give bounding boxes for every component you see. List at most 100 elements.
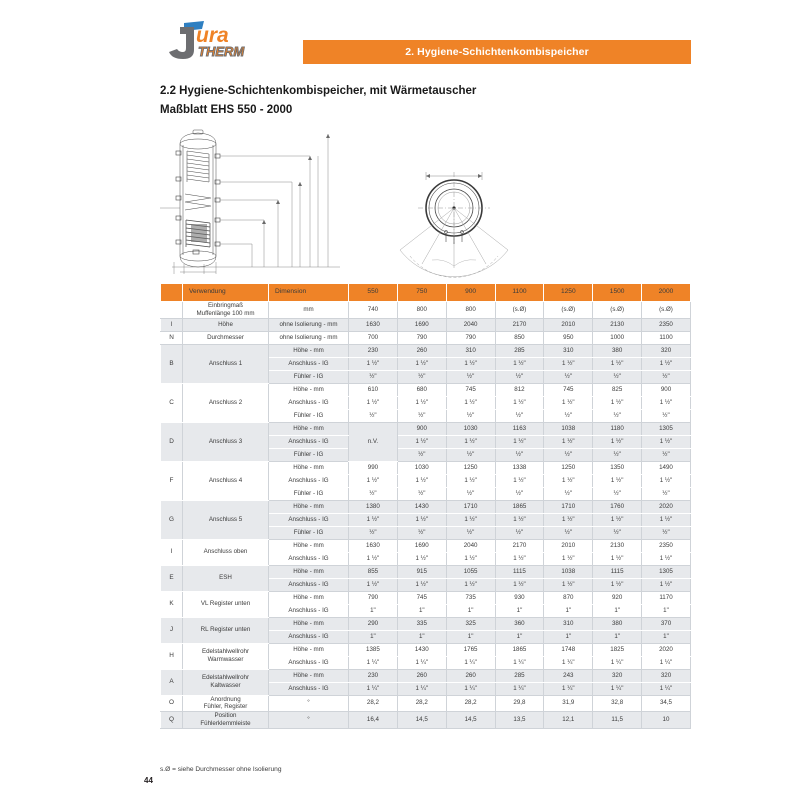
row-dimension-label: ohne Isolierung - mm — [268, 330, 349, 345]
row-value: 1630 — [348, 317, 398, 332]
row-value: 1 ½" — [445, 577, 496, 592]
row-value: 900 — [641, 382, 691, 397]
row-value: 1 ½" — [592, 551, 643, 566]
row-value: 380 — [592, 616, 643, 631]
row-value: ½" — [592, 486, 643, 501]
row-value: 1 ½" — [494, 551, 545, 566]
row-usage-label: Anschluss oben — [182, 538, 269, 566]
row-value: (s.Ø) — [641, 301, 691, 319]
row-value: ½" — [641, 525, 691, 540]
row-dimension-label: Anschluss - IG — [268, 395, 349, 410]
row-value: 1 ½" — [494, 434, 545, 449]
row-value: 1748 — [543, 642, 594, 657]
row-value: 1 ½" — [396, 577, 447, 592]
table-row: Anschluss - IG 1 ½" 1 ½" 1 ½" 1 ½" 1 ½" 1 ½" 1 … — [161, 577, 691, 592]
table-row: O Anordnung Fühler, Register ° 28,2 28,2 28,2 2… — [160, 694, 691, 712]
row-value: 1865 — [494, 642, 545, 657]
section-header-bar: 2. Hygiene-Schichtenkombispeicher — [303, 40, 691, 64]
row-value: (s.Ø) — [494, 301, 545, 319]
table-row: D Anschluss 3 Höhe - mm n.V. 900 1030 1163 1038… — [160, 421, 691, 462]
row-value: 360 — [494, 616, 545, 631]
row-value: 1 ½" — [641, 551, 691, 566]
specification-table: Verwendung Dimension 550 750 900 1100 1250 1500… — [160, 283, 691, 729]
row-value: ½" — [641, 447, 691, 462]
row-value: ½" — [494, 486, 545, 501]
row-value: 1 ½" — [592, 512, 643, 527]
row-value: 31,9 — [543, 694, 594, 712]
tank-section-drawing — [160, 124, 345, 276]
row-value: 1 ½" — [641, 512, 691, 527]
row-value: ½" — [494, 447, 545, 462]
row-value: 2350 — [641, 317, 691, 332]
row-value: 1038 — [543, 421, 594, 436]
row-value: 1 ½" — [445, 395, 496, 410]
row-value: 1 ½" — [348, 395, 398, 410]
table-row: l Höhe ohne Isolierung - mm 1630 1690 2040 217… — [160, 317, 691, 332]
row-dimension-label: Höhe - mm — [268, 642, 349, 657]
page-header: ura THERM 2. Hygiene-Schichtenkombispeic… — [0, 18, 800, 64]
row-value: 1710 — [543, 499, 594, 514]
row-value: 1" — [592, 603, 643, 618]
row-value: 1" — [641, 603, 691, 618]
row-value: ½" — [348, 408, 398, 423]
table-row: N Durchmesser ohne Isolierung - mm 700 790 79… — [160, 330, 691, 345]
row-value: 1115 — [592, 564, 643, 579]
row-value: 243 — [543, 668, 594, 683]
row-value: 1115 — [494, 564, 545, 579]
row-value: 1" — [348, 603, 398, 618]
row-value: 1 ½" — [494, 356, 545, 371]
row-value: 1" — [445, 603, 496, 618]
row-value: 2170 — [494, 317, 545, 332]
row-letter: O — [160, 694, 183, 712]
row-value: ½" — [543, 408, 594, 423]
row-dimension-label: Höhe - mm — [268, 538, 349, 553]
row-value: 1 ½" — [445, 512, 496, 527]
row-value: 1 ½" — [641, 356, 691, 371]
row-value: ½" — [641, 369, 691, 384]
row-value: 260 — [396, 668, 447, 683]
row-value: 1" — [494, 603, 545, 618]
table-row: E ESH Höhe - mm 855 915 1055 1115 1038 1115 1305 — [160, 564, 691, 592]
row-usage-label: VL Register unten — [182, 590, 269, 618]
row-value: 1 ¼" — [348, 655, 398, 670]
row-value: 260 — [396, 343, 447, 358]
row-value: 1765 — [445, 642, 496, 657]
table-row: Anschluss - IG 1 ½" 1 ½" 1 ½" 1 ½" 1 ½" 1 ½" 1 … — [161, 512, 691, 527]
row-dimension-label: Anschluss - IG — [268, 473, 349, 488]
row-value: 1 ½" — [348, 551, 398, 566]
row-value: ½" — [445, 369, 496, 384]
table-footnote: s.Ø = siehe Durchmesser ohne Isolierung — [160, 766, 282, 773]
row-dimension-label: Höhe - mm — [268, 564, 349, 579]
angle-dimension-arcs — [431, 259, 477, 267]
row-value: 1 ½" — [396, 395, 447, 410]
lower-heat-exchanger-coil — [185, 219, 211, 248]
row-value: 320 — [641, 668, 691, 683]
row-letter: G — [160, 499, 183, 540]
page-title-block: 2.2 Hygiene-Schichtenkombispeicher, mit … — [160, 82, 700, 120]
row-value: 1000 — [592, 330, 643, 345]
row-value: 28,2 — [396, 694, 447, 712]
row-value: 1030 — [396, 460, 447, 475]
row-value: ½" — [543, 369, 594, 384]
row-value: 230 — [348, 343, 398, 358]
row-value: 915 — [396, 564, 447, 579]
row-usage-label: Edelstahlwellrohr Kaltwasser — [182, 668, 269, 696]
row-value: 320 — [592, 668, 643, 683]
row-value: 1 ½" — [543, 434, 594, 449]
row-value: 1690 — [396, 317, 447, 332]
row-value: ½" — [396, 369, 447, 384]
row-value: 11,5 — [592, 711, 643, 729]
row-value: ½" — [543, 447, 594, 462]
row-value: 1 ¼" — [543, 681, 594, 696]
row-value: 1163 — [494, 421, 545, 436]
row-value: 855 — [348, 564, 398, 579]
row-value: 285 — [494, 343, 545, 358]
page-title: 2.2 Hygiene-Schichtenkombispeicher, mit … — [160, 85, 477, 97]
table-row: K VL Register unten Höhe - mm 790 745 735 930 8… — [160, 590, 691, 618]
row-letter: B — [160, 343, 183, 384]
tank-body-outline — [179, 129, 217, 268]
row-usage-label: Einbringmaß Muffenlänge 100 mm — [182, 301, 269, 319]
row-value: 1710 — [445, 499, 496, 514]
row-value: 1 ½" — [641, 577, 691, 592]
